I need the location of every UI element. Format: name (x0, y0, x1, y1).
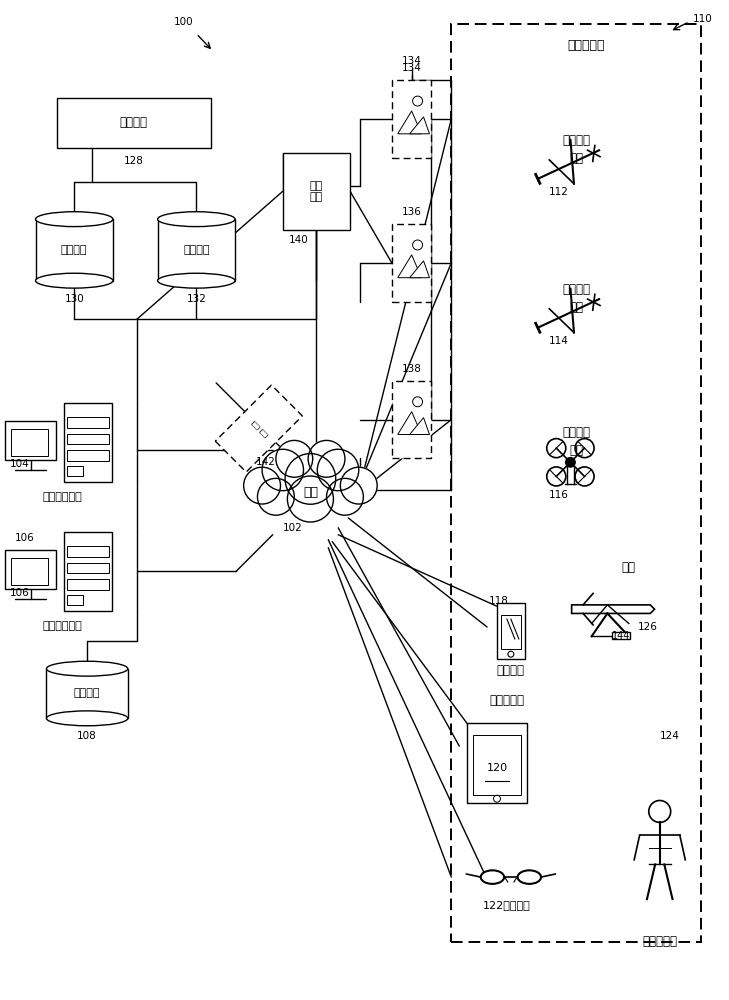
FancyBboxPatch shape (391, 80, 432, 158)
Text: 网络: 网络 (303, 486, 318, 499)
FancyBboxPatch shape (64, 532, 112, 611)
Ellipse shape (47, 711, 128, 726)
FancyBboxPatch shape (58, 98, 211, 148)
Text: 124: 124 (660, 731, 679, 741)
Text: 140: 140 (289, 235, 308, 245)
Ellipse shape (157, 273, 235, 288)
Text: 134: 134 (402, 56, 421, 66)
Circle shape (308, 440, 345, 477)
FancyBboxPatch shape (497, 603, 525, 659)
FancyBboxPatch shape (472, 735, 521, 795)
Circle shape (276, 440, 313, 477)
FancyBboxPatch shape (5, 421, 56, 460)
FancyBboxPatch shape (391, 224, 432, 302)
Polygon shape (398, 412, 421, 435)
Circle shape (327, 478, 363, 515)
Circle shape (340, 467, 377, 504)
Text: 参考模型: 参考模型 (183, 245, 209, 255)
FancyBboxPatch shape (391, 381, 432, 458)
Circle shape (262, 449, 303, 491)
Text: 144: 144 (612, 631, 630, 641)
Text: 134: 134 (402, 63, 421, 73)
Text: 移动电话: 移动电话 (497, 664, 525, 677)
Text: 136: 136 (402, 207, 421, 217)
Text: 110: 110 (693, 14, 712, 24)
Ellipse shape (157, 212, 235, 227)
Text: 126: 126 (638, 622, 658, 632)
FancyBboxPatch shape (67, 579, 109, 590)
Text: 载具: 载具 (569, 301, 583, 314)
FancyBboxPatch shape (64, 403, 112, 482)
Polygon shape (398, 255, 421, 278)
Text: 存储单元: 存储单元 (74, 689, 101, 699)
Text: 104: 104 (9, 459, 29, 469)
Text: 服务器计算机: 服务器计算机 (42, 621, 82, 631)
FancyBboxPatch shape (157, 219, 235, 281)
Text: 108: 108 (77, 731, 97, 741)
Text: 116: 116 (549, 490, 569, 500)
Ellipse shape (480, 870, 504, 884)
Text: 无人航空: 无人航空 (562, 426, 590, 439)
Ellipse shape (47, 661, 128, 676)
FancyBboxPatch shape (612, 632, 631, 639)
Ellipse shape (36, 212, 113, 227)
Polygon shape (410, 261, 429, 278)
FancyBboxPatch shape (67, 434, 109, 444)
Circle shape (243, 467, 281, 504)
Ellipse shape (518, 870, 541, 884)
FancyBboxPatch shape (67, 466, 83, 476)
FancyBboxPatch shape (467, 723, 527, 803)
FancyBboxPatch shape (67, 417, 109, 428)
Text: 人类操作者: 人类操作者 (642, 935, 677, 948)
Polygon shape (215, 385, 303, 472)
Text: 100: 100 (174, 17, 193, 27)
Text: 128: 128 (124, 156, 144, 166)
Text: 增强模型: 增强模型 (61, 245, 87, 255)
Polygon shape (410, 418, 429, 435)
Text: 106: 106 (15, 533, 34, 543)
Text: 平板计算机: 平板计算机 (489, 694, 524, 707)
FancyBboxPatch shape (67, 595, 83, 605)
FancyBboxPatch shape (67, 546, 109, 557)
Circle shape (257, 478, 295, 515)
FancyBboxPatch shape (11, 429, 48, 456)
Text: 102: 102 (283, 523, 303, 533)
Circle shape (285, 454, 336, 504)
Text: 106: 106 (9, 588, 29, 598)
Text: 130: 130 (64, 294, 84, 304)
Text: 服务器计算机: 服务器计算机 (42, 492, 82, 502)
Text: 142: 142 (256, 457, 276, 467)
Text: 飞机: 飞机 (621, 561, 635, 574)
Text: 客户端设备: 客户端设备 (568, 39, 605, 52)
Circle shape (287, 476, 333, 522)
Text: 138: 138 (402, 364, 421, 374)
Text: 112: 112 (549, 187, 569, 197)
Text: 118: 118 (489, 596, 509, 606)
Text: 120: 120 (486, 763, 507, 773)
Polygon shape (572, 605, 655, 613)
FancyBboxPatch shape (5, 550, 56, 589)
FancyBboxPatch shape (283, 153, 350, 230)
Text: 122智能眼镜: 122智能眼镜 (483, 900, 531, 910)
Text: 114: 114 (549, 336, 569, 346)
Text: 无人航空: 无人航空 (562, 283, 590, 296)
Polygon shape (410, 117, 429, 134)
FancyBboxPatch shape (47, 669, 128, 718)
Text: 载具: 载具 (569, 444, 583, 457)
Text: 载具: 载具 (569, 152, 583, 165)
Text: 可视化仪: 可视化仪 (120, 116, 148, 129)
FancyBboxPatch shape (501, 615, 521, 649)
FancyBboxPatch shape (11, 558, 48, 585)
Text: 信
息: 信 息 (249, 419, 268, 438)
Ellipse shape (36, 273, 113, 288)
Text: 无人航空: 无人航空 (562, 134, 590, 147)
Circle shape (317, 449, 359, 491)
FancyBboxPatch shape (36, 219, 113, 281)
FancyBboxPatch shape (67, 563, 109, 573)
Text: 132: 132 (187, 294, 206, 304)
Circle shape (566, 458, 575, 467)
Polygon shape (398, 111, 421, 134)
Text: 扫描
数据: 扫描 数据 (310, 181, 323, 202)
FancyBboxPatch shape (67, 450, 109, 461)
